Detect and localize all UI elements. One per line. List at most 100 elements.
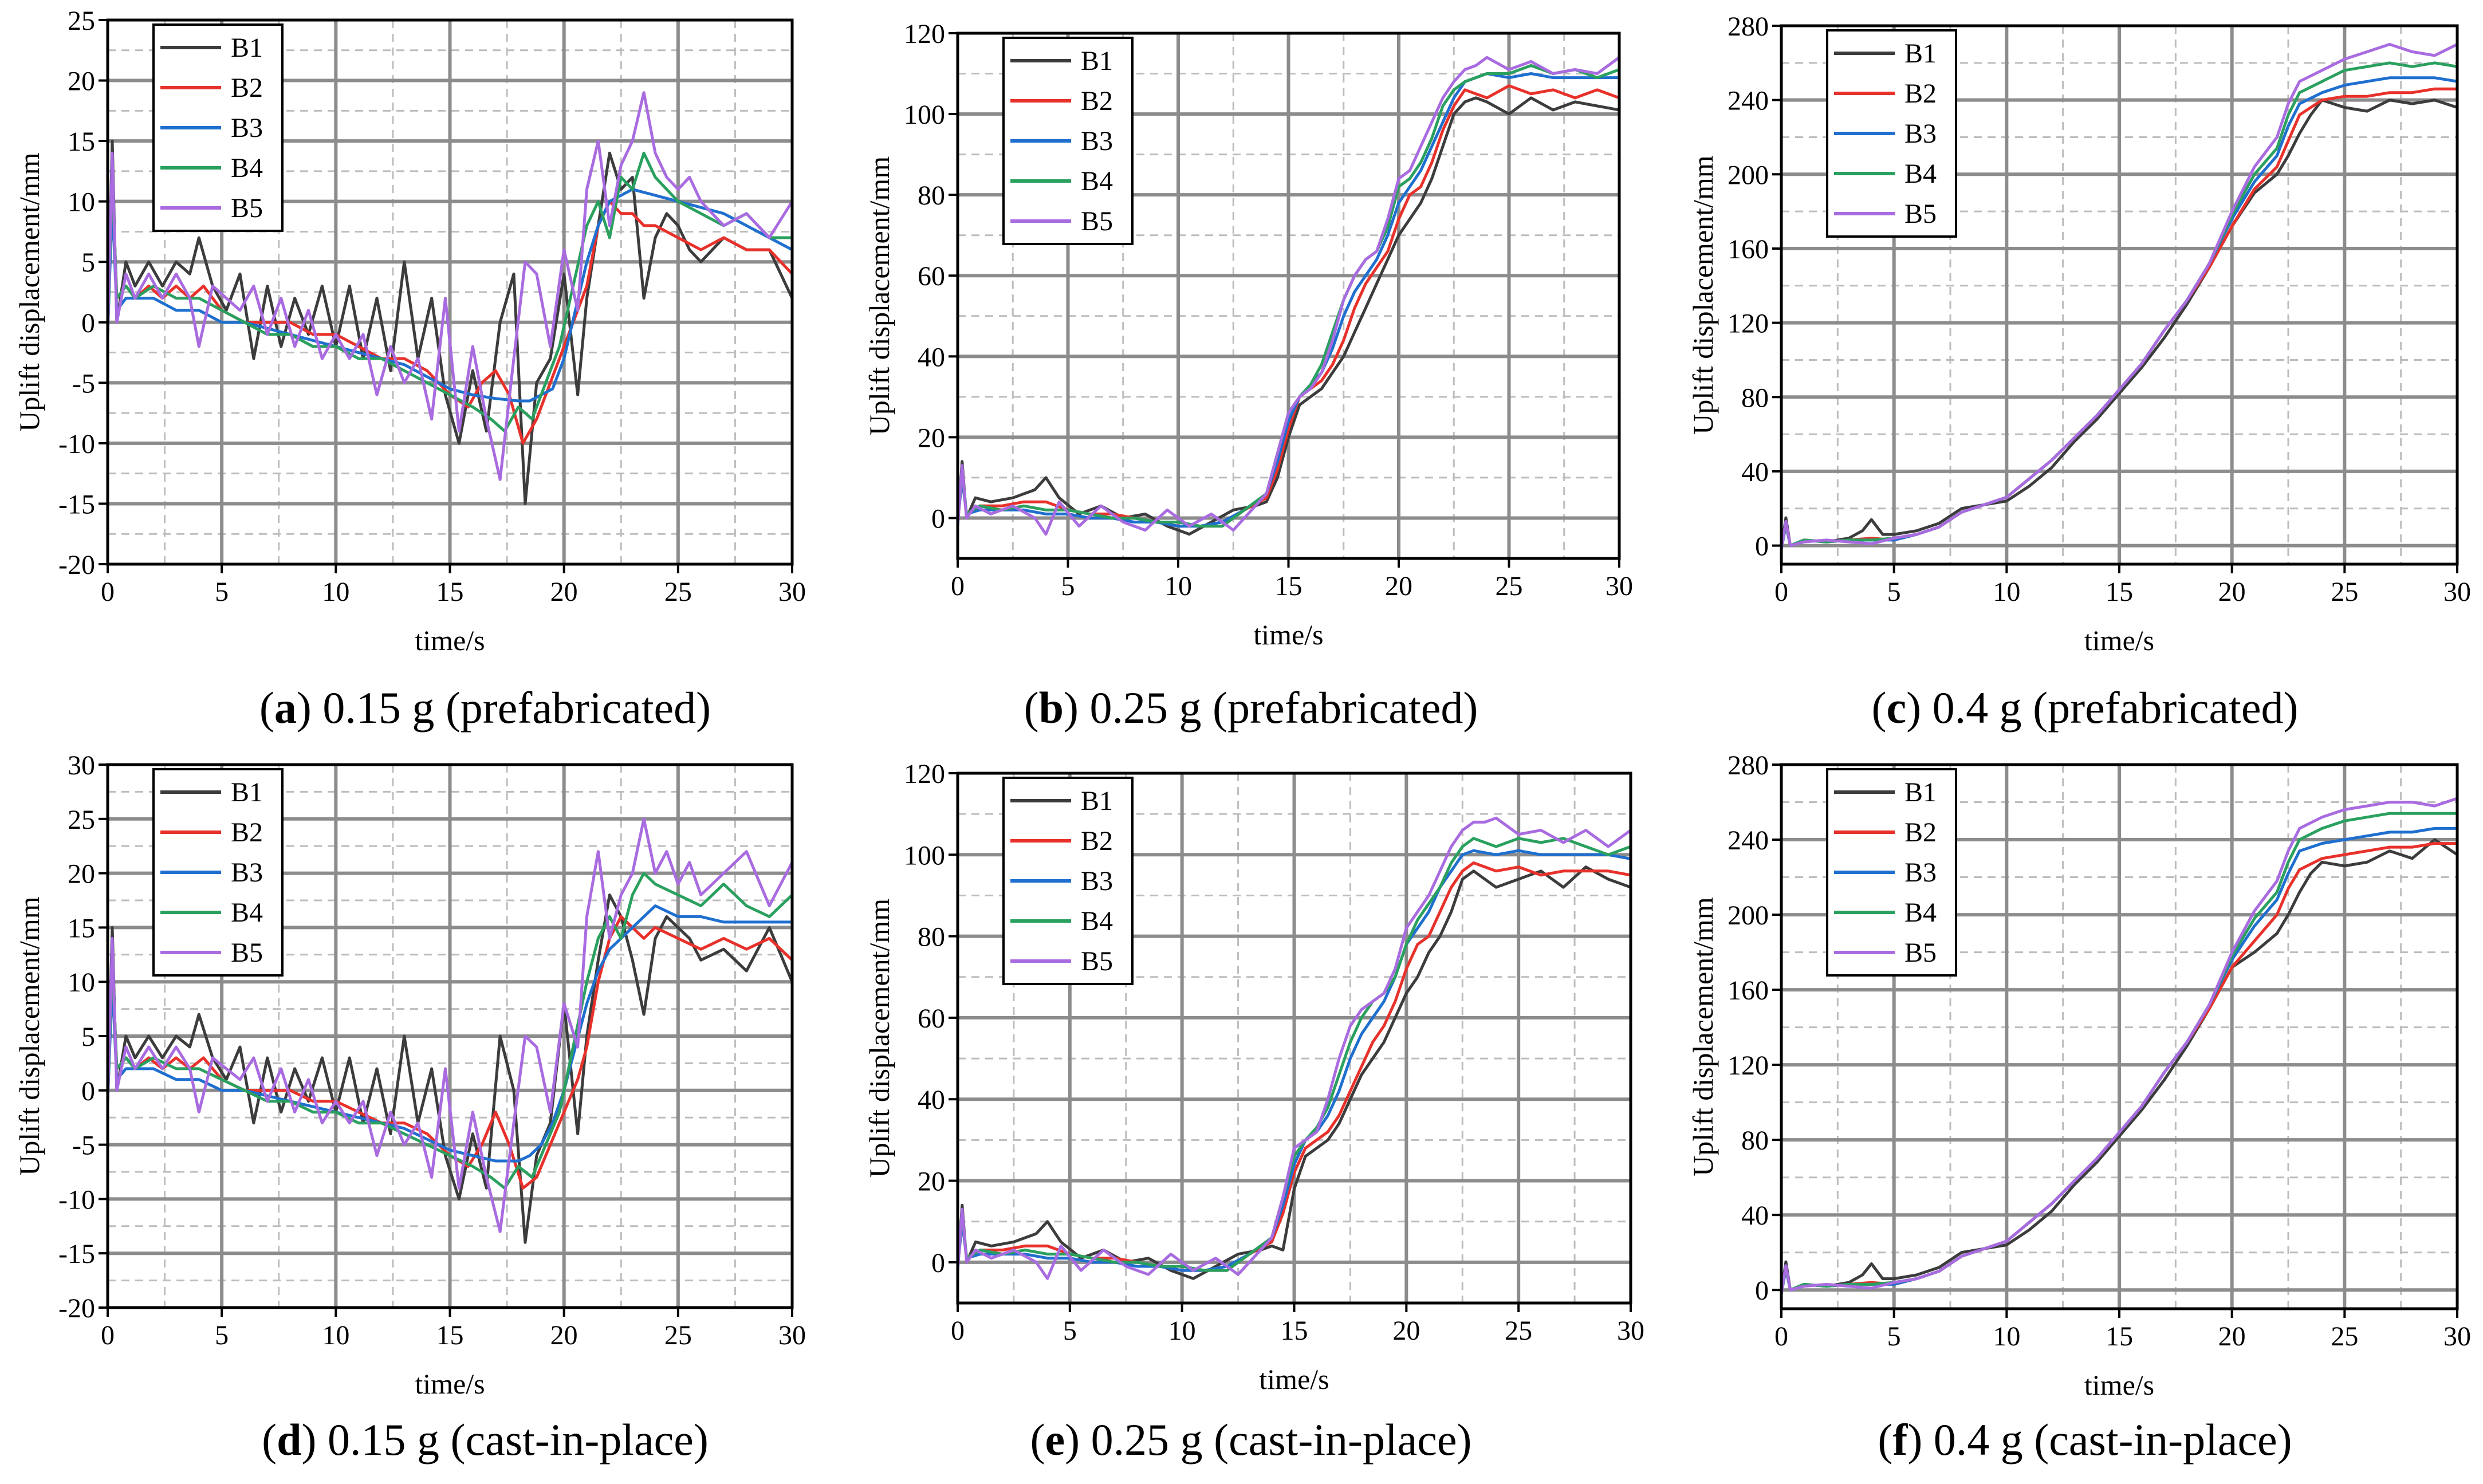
x-tick-label: 5 bbox=[1887, 1321, 1901, 1352]
chart-panel-b: 0 5 10 15 20 25 30 0 20 40 60 80 100 120 time/s Uplift … bbox=[863, 19, 1633, 733]
y-tick-label: 100 bbox=[904, 840, 945, 871]
y-tick-label: 5 bbox=[81, 247, 95, 278]
y-tick-label: 200 bbox=[1728, 160, 1769, 190]
x-axis-title: time/s bbox=[1253, 619, 1323, 651]
y-tick-label: 120 bbox=[904, 759, 945, 789]
x-axis-title: time/s bbox=[415, 1368, 485, 1400]
legend-label-B4: B4 bbox=[231, 153, 263, 183]
y-tick-label: 30 bbox=[68, 750, 95, 781]
y-tick-label: -5 bbox=[72, 1131, 95, 1161]
legend-label-B1: B1 bbox=[1081, 786, 1113, 816]
y-tick-label: 15 bbox=[68, 127, 95, 157]
y-tick-label: 80 bbox=[918, 922, 945, 952]
y-axis-title: Uplift displacement/mm bbox=[13, 896, 45, 1176]
x-tick-label: 15 bbox=[1281, 1316, 1308, 1346]
legend-label-B2: B2 bbox=[231, 73, 263, 103]
legend-label-B5: B5 bbox=[231, 938, 263, 968]
y-tick-label: 0 bbox=[81, 308, 95, 338]
series-line-B4 bbox=[108, 151, 792, 433]
x-axis-title: time/s bbox=[415, 624, 485, 656]
x-tick-label: 5 bbox=[1063, 1316, 1077, 1346]
chart-panel-f: 0 5 10 15 20 25 30 0 40 80 120 160 200 240 280 time/s Up… bbox=[1687, 750, 2471, 1465]
y-tick-label: 280 bbox=[1728, 11, 1769, 42]
y-tick-label: -10 bbox=[58, 1184, 95, 1215]
y-tick-label: 0 bbox=[81, 1076, 95, 1107]
x-tick-label: 5 bbox=[1061, 571, 1075, 601]
caption-text: ) 0.25 g (prefabricated) bbox=[1064, 683, 1478, 733]
y-tick-label: 80 bbox=[918, 180, 945, 211]
y-tick-label: -15 bbox=[58, 489, 95, 519]
series-line-B1 bbox=[108, 139, 792, 505]
legend-label-B1: B1 bbox=[1081, 46, 1113, 76]
series-line-B1 bbox=[958, 865, 1631, 1280]
y-tick-label: 80 bbox=[1741, 383, 1769, 413]
caption-open-paren: ( bbox=[262, 1415, 277, 1465]
x-tick-label: 25 bbox=[2331, 1321, 2358, 1352]
series-line-B5 bbox=[108, 91, 792, 481]
x-tick-label: 20 bbox=[1385, 571, 1412, 601]
caption-open-paren: ( bbox=[1024, 683, 1039, 733]
y-tick-label: 40 bbox=[1741, 457, 1769, 487]
y-axis-title: Uplift displacement/mm bbox=[13, 152, 45, 432]
y-tick-label: 25 bbox=[68, 805, 95, 835]
legend-label-B4: B4 bbox=[1904, 159, 1937, 189]
x-tick-label: 30 bbox=[2443, 577, 2471, 607]
y-tick-label: 20 bbox=[68, 859, 95, 889]
chart-panel-c: 0 5 10 15 20 25 30 0 40 80 120 160 200 240 280 time/s Up… bbox=[1687, 11, 2471, 733]
x-tick-label: 20 bbox=[1392, 1316, 1420, 1346]
caption-letter: c bbox=[1887, 683, 1907, 733]
x-tick-label: 10 bbox=[1164, 571, 1192, 601]
x-tick-label: 25 bbox=[2331, 577, 2358, 607]
series-line-B5 bbox=[1781, 42, 2457, 550]
y-tick-label: 120 bbox=[1728, 309, 1769, 339]
y-tick-label: 280 bbox=[1728, 750, 1769, 781]
series-line-B5 bbox=[1781, 797, 2457, 1294]
series-line-B4 bbox=[108, 872, 792, 1190]
x-tick-label: 20 bbox=[550, 1320, 578, 1351]
y-tick-label: 5 bbox=[81, 1022, 95, 1052]
x-tick-label: 20 bbox=[550, 577, 578, 607]
panel-caption: (f) 0.4 g (cast-in-place) bbox=[1878, 1415, 2292, 1465]
y-tick-label: 40 bbox=[918, 342, 945, 372]
series-line-B5 bbox=[958, 56, 1619, 536]
series-line-B2 bbox=[108, 915, 792, 1190]
y-tick-label: 80 bbox=[1741, 1125, 1769, 1156]
y-tick-label: 0 bbox=[1755, 532, 1769, 562]
legend-label-B5: B5 bbox=[1904, 938, 1937, 968]
y-tick-label: 60 bbox=[918, 261, 945, 292]
x-tick-label: 15 bbox=[436, 1320, 464, 1351]
x-tick-label: 5 bbox=[215, 1320, 229, 1351]
series-line-B1 bbox=[108, 893, 792, 1244]
y-tick-label: 160 bbox=[1728, 234, 1769, 265]
x-tick-label: 30 bbox=[778, 577, 806, 607]
panel-caption: (e) 0.25 g (cast-in-place) bbox=[1030, 1415, 1472, 1465]
x-tick-label: 10 bbox=[322, 1320, 349, 1351]
y-tick-label: 40 bbox=[1741, 1200, 1769, 1231]
legend-label-B1: B1 bbox=[1904, 777, 1937, 808]
caption-letter: a bbox=[274, 683, 297, 733]
legend-label-B3: B3 bbox=[231, 857, 263, 888]
legend-label-B3: B3 bbox=[1081, 126, 1113, 156]
panel-caption: (b) 0.25 g (prefabricated) bbox=[1024, 683, 1478, 733]
y-axis-title: Uplift displacement/mm bbox=[1687, 155, 1719, 435]
y-tick-label: 20 bbox=[918, 1167, 945, 1197]
caption-letter: d bbox=[277, 1415, 301, 1465]
x-tick-label: 0 bbox=[951, 1316, 965, 1346]
x-tick-label: 10 bbox=[1168, 1316, 1196, 1346]
x-tick-label: 25 bbox=[1505, 1316, 1532, 1346]
legend-label-B1: B1 bbox=[231, 777, 263, 808]
legend-label-B5: B5 bbox=[1904, 199, 1937, 229]
y-tick-label: 20 bbox=[68, 66, 95, 97]
series-line-B5 bbox=[958, 816, 1631, 1280]
y-tick-label: 160 bbox=[1728, 975, 1769, 1006]
series-line-B3 bbox=[108, 188, 792, 403]
legend-label-B3: B3 bbox=[1904, 119, 1937, 149]
legend-label-B5: B5 bbox=[231, 193, 263, 223]
y-axis-title: Uplift displacement/mm bbox=[863, 156, 895, 436]
legend-label-B3: B3 bbox=[1081, 866, 1113, 896]
caption-text: ) 0.25 g (cast-in-place) bbox=[1065, 1415, 1471, 1465]
legend-label-B5: B5 bbox=[1081, 946, 1113, 977]
y-tick-label: 0 bbox=[931, 503, 945, 534]
x-tick-label: 20 bbox=[2218, 1321, 2246, 1352]
series-line-B3 bbox=[108, 904, 792, 1163]
